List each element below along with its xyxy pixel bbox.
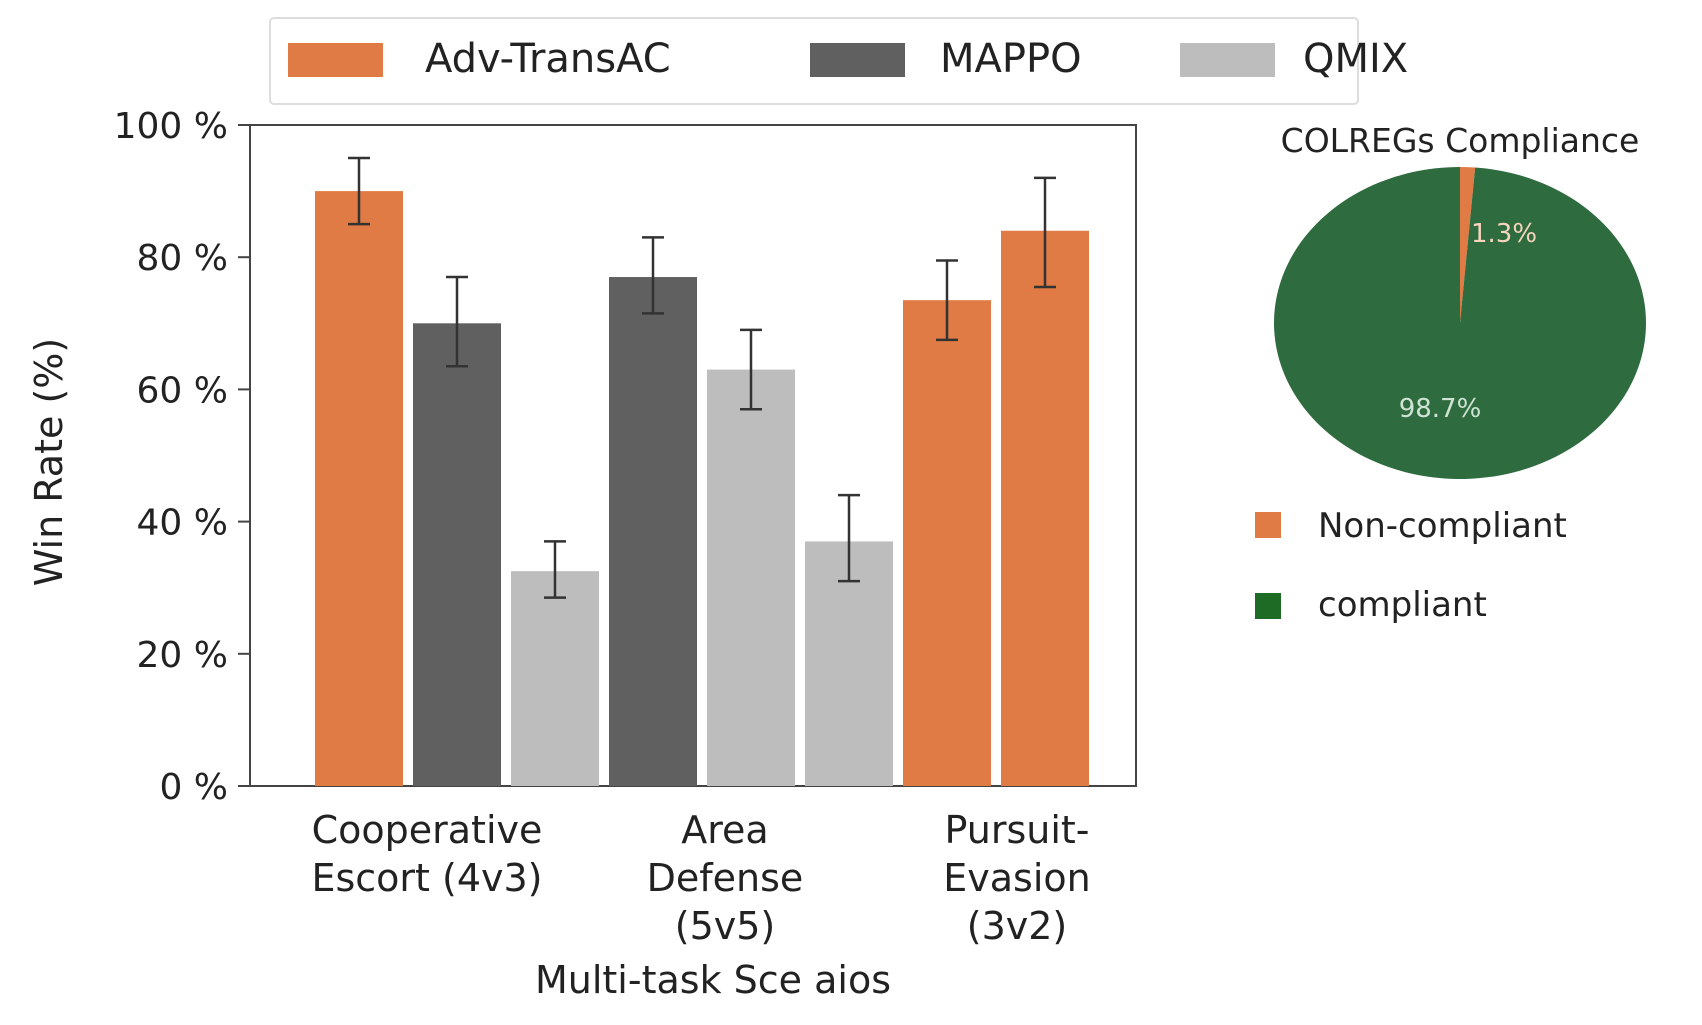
x-tick-label-0: Cooperative Escort (4v3) <box>311 808 542 900</box>
bar-adv-transac-7 <box>1001 230 1089 786</box>
x-tick-line: Pursuit- <box>944 808 1089 852</box>
pie-legend: Non-compliant compliant <box>1255 506 1567 625</box>
y-axis-title: Win Rate (%) <box>27 338 71 586</box>
pie-title: COLREGs Compliance <box>1281 121 1640 160</box>
bars <box>315 156 1089 787</box>
legend-swatch-qmix <box>1180 43 1275 77</box>
bar-qmix-4 <box>707 369 795 786</box>
x-axis: Cooperative Escort (4v3) Area Defense (5v5) P… <box>311 808 1090 948</box>
legend-swatch-adv-transac <box>288 43 383 77</box>
x-axis-title: Multi-task Sce aios <box>535 958 891 1002</box>
pie-slice-compliant <box>1274 167 1647 480</box>
x-tick-label-1: Area Defense (5v5) <box>647 808 804 948</box>
y-tick-label-0: 0 % <box>159 767 228 808</box>
bar-adv-transac-0 <box>315 191 403 787</box>
pie-legend-label-compliant: compliant <box>1318 585 1487 625</box>
x-tick-label-2: Pursuit-Evasion (3v2) <box>943 808 1090 948</box>
pie-chart: 1.3% 98.7% <box>1274 167 1647 480</box>
y-tick-label-60: 60 % <box>137 370 228 411</box>
pie-legend-label-non-compliant: Non-compliant <box>1318 506 1567 546</box>
y-tick-label-20: 20 % <box>137 635 228 676</box>
x-tick-line: Cooperative <box>312 808 543 852</box>
bar-mappo-1 <box>413 323 501 786</box>
pie-slice-non-compliant <box>1460 167 1476 323</box>
x-tick-line: Evasion <box>943 856 1090 900</box>
y-tick-label-40: 40 % <box>137 503 228 544</box>
bar-adv-transac-6 <box>903 300 991 786</box>
legend-label-adv-transac: Adv-TransAC <box>425 36 671 82</box>
legend-swatch-mappo <box>810 43 905 77</box>
bar-legend: Adv-TransAC MAPPO QMIX <box>269 17 1408 105</box>
bar-mappo-3 <box>609 277 697 786</box>
legend-label-mappo: MAPPO <box>940 36 1082 82</box>
y-tick-label-100: 100 % <box>114 106 228 147</box>
pie-label-non-compliant: 1.3% <box>1471 219 1537 249</box>
x-tick-line: (5v5) <box>675 904 776 948</box>
pie-label-compliant: 98.7% <box>1399 394 1482 424</box>
pie-legend-swatch-non-compliant <box>1255 512 1281 538</box>
legend-label-qmix: QMIX <box>1303 36 1408 82</box>
y-tick-label-80: 80 % <box>137 238 228 279</box>
x-tick-line: (3v2) <box>967 904 1068 948</box>
x-tick-line: Area <box>681 808 768 852</box>
x-tick-line: Escort (4v3) <box>311 856 542 900</box>
x-tick-line: Defense <box>647 856 804 900</box>
y-axis: 0 % 20 % 40 % 60 % 80 % 100 % <box>114 106 250 808</box>
pie-legend-swatch-compliant <box>1255 593 1281 619</box>
bar-qmix-2 <box>511 571 599 786</box>
